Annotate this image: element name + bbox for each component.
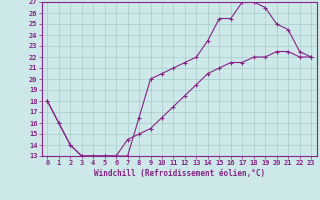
X-axis label: Windchill (Refroidissement éolien,°C): Windchill (Refroidissement éolien,°C) [94, 169, 265, 178]
